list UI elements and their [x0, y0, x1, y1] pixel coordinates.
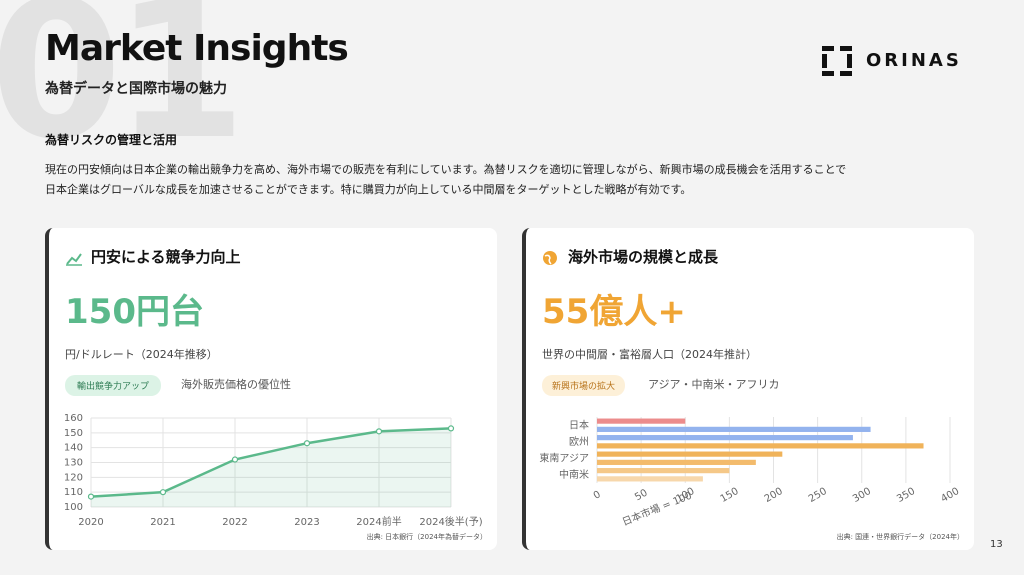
bar — [597, 476, 703, 482]
tag-note: アジア・中南米・アフリカ — [648, 378, 780, 391]
point — [231, 456, 239, 463]
x-tick-label: 2020 — [78, 517, 103, 528]
line — [90, 427, 452, 498]
stat: 55億人+ — [542, 292, 686, 332]
point — [87, 493, 95, 500]
y-tick-label: 日本 — [569, 418, 589, 431]
section-heading: 為替リスクの管理と活用 — [45, 133, 178, 147]
title: Market Insights — [45, 28, 349, 69]
bar — [597, 418, 686, 424]
x-tick-label: 150 — [719, 486, 741, 505]
x-tick-label: 300 — [851, 486, 873, 505]
logo-icon — [822, 46, 852, 76]
x-tick-label: 50 — [633, 487, 650, 503]
tag: 新興市場の拡大 — [542, 375, 626, 396]
subtitle: 為替データと国際市場の魅力 — [45, 81, 227, 97]
body-line: 現在の円安傾向は日本企業の輸出競争力を高め、海外市場での販売を有利にしています。… — [45, 163, 847, 176]
line-chart: 100 110 120 130 140 150 160 2020 2021 2022 2023 202… — [64, 413, 483, 528]
y-tick-label: 150 — [64, 428, 83, 439]
y-tick-label: 120 — [64, 472, 83, 483]
icon — [66, 253, 82, 266]
stat-label: 世界の中間層・富裕層人口（2024年推計） — [542, 348, 757, 361]
bar — [597, 451, 783, 457]
point — [447, 425, 455, 432]
source: 出典: 国連・世界銀行データ（2024年） — [836, 533, 964, 541]
x-tick-label: 2024前半 — [356, 515, 401, 528]
body-line: 日本企業はグローバルな成長を加速させることができます。特に購買力が向上している中… — [45, 183, 692, 196]
tag-note: 海外販売価格の優位性 — [181, 378, 291, 391]
card: 海外市場の規模と成長 55億人+ 世界の中間層・富裕層人口（2024年推計） 新… — [522, 228, 974, 550]
bar — [597, 459, 756, 465]
card: 円安による競争力向上 150円台 円/ドルレート（2024年推移） 輸出競争力ア… — [45, 228, 497, 550]
source: 出典: 日本銀行（2024年為替データ） — [366, 533, 487, 541]
point — [375, 428, 383, 435]
area — [91, 428, 451, 507]
watermark: 01 — [0, 0, 246, 181]
x-axis-label: 日本市場 = 100 — [620, 489, 693, 529]
point — [159, 489, 167, 496]
stat-label: 円/ドルレート（2024年推移） — [65, 348, 218, 361]
card-title: 海外市場の規模と成長 — [568, 248, 719, 266]
x-tick-label: 2023 — [294, 517, 319, 528]
tag: 輸出競争力アップ — [65, 375, 162, 396]
y-tick-label: 110 — [64, 487, 83, 498]
x-tick-label: 400 — [939, 486, 961, 505]
x-tick-label: 0 — [592, 489, 603, 502]
stat: 150円台 — [65, 292, 204, 332]
bar — [597, 443, 924, 449]
y-tick-label: 160 — [64, 413, 83, 424]
card-title: 円安による競争力向上 — [91, 248, 241, 266]
x-tick-label: 250 — [807, 486, 829, 505]
bar-chart: 0 50 100 150 200 250 300 350 400日本欧州東南アジア中南米日本市場… — [539, 417, 961, 529]
bar — [597, 435, 853, 441]
x-tick-label: 350 — [895, 486, 917, 505]
icon — [543, 251, 557, 265]
y-tick-label: 100 — [64, 502, 83, 513]
y-tick-label: 中南米 — [559, 468, 589, 481]
bar — [597, 426, 871, 432]
x-tick-label: 200 — [763, 486, 785, 505]
page-number: 13 — [990, 539, 1003, 550]
y-tick-label: 140 — [64, 443, 83, 454]
bar — [597, 468, 730, 474]
x-tick-label: 2022 — [222, 517, 247, 528]
x-tick-label: 2024後半(予) — [419, 515, 482, 528]
y-tick-label: 欧州 — [569, 436, 589, 448]
y-tick-label: 130 — [64, 458, 83, 469]
logo-text: ORINAS — [866, 50, 962, 71]
x-tick-label: 2021 — [150, 517, 175, 528]
y-tick-label: 東南アジア — [539, 451, 589, 464]
point — [303, 440, 311, 447]
